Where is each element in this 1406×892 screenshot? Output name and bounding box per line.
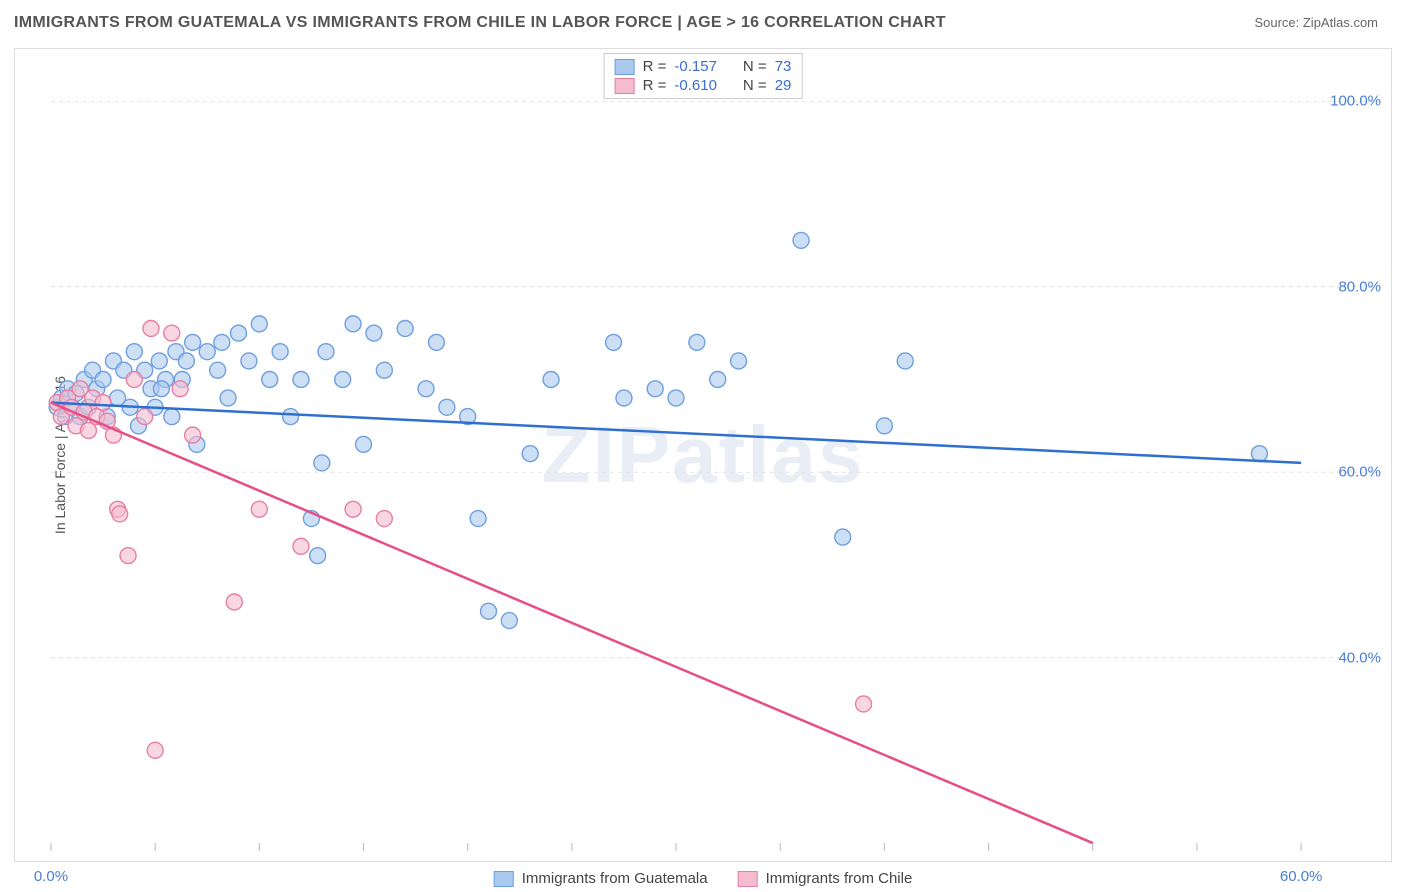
x-tick-label: 60.0% <box>1280 868 1323 885</box>
stats-legend: R = -0.157 N = 73 R = -0.610 N = 29 <box>604 53 803 99</box>
stat-label-r: R = <box>643 58 667 75</box>
y-tick-label: 80.0% <box>1338 278 1381 295</box>
chart-area: In Labor Force | Age > 16 ZIPatlas 40.0%… <box>14 48 1392 862</box>
legend-item-chile: Immigrants from Chile <box>738 870 913 887</box>
stat-label-r: R = <box>643 77 667 94</box>
y-tick-label: 60.0% <box>1338 464 1381 481</box>
stats-row-guatemala: R = -0.157 N = 73 <box>615 57 792 76</box>
y-tick-label: 100.0% <box>1330 93 1381 110</box>
source-label: Source: ZipAtlas.com <box>1254 15 1378 30</box>
legend-label: Immigrants from Chile <box>766 870 913 887</box>
stat-r-value: -0.610 <box>674 77 717 94</box>
series-legend: Immigrants from Guatemala Immigrants fro… <box>494 870 913 887</box>
swatch-icon <box>615 78 635 94</box>
title-bar: IMMIGRANTS FROM GUATEMALA VS IMMIGRANTS … <box>0 0 1406 42</box>
stat-n-value: 29 <box>775 77 792 94</box>
legend-label: Immigrants from Guatemala <box>522 870 708 887</box>
swatch-icon <box>494 871 514 887</box>
stat-label-n: N = <box>743 77 767 94</box>
y-tick-label: 40.0% <box>1338 649 1381 666</box>
chart-title: IMMIGRANTS FROM GUATEMALA VS IMMIGRANTS … <box>14 14 946 32</box>
stats-row-chile: R = -0.610 N = 29 <box>615 76 792 95</box>
legend-item-guatemala: Immigrants from Guatemala <box>494 870 708 887</box>
scatter-plot <box>15 49 1391 861</box>
x-tick-label: 0.0% <box>34 868 68 885</box>
stat-label-n: N = <box>743 58 767 75</box>
swatch-icon <box>615 59 635 75</box>
swatch-icon <box>738 871 758 887</box>
stat-r-value: -0.157 <box>674 58 717 75</box>
stat-n-value: 73 <box>775 58 792 75</box>
